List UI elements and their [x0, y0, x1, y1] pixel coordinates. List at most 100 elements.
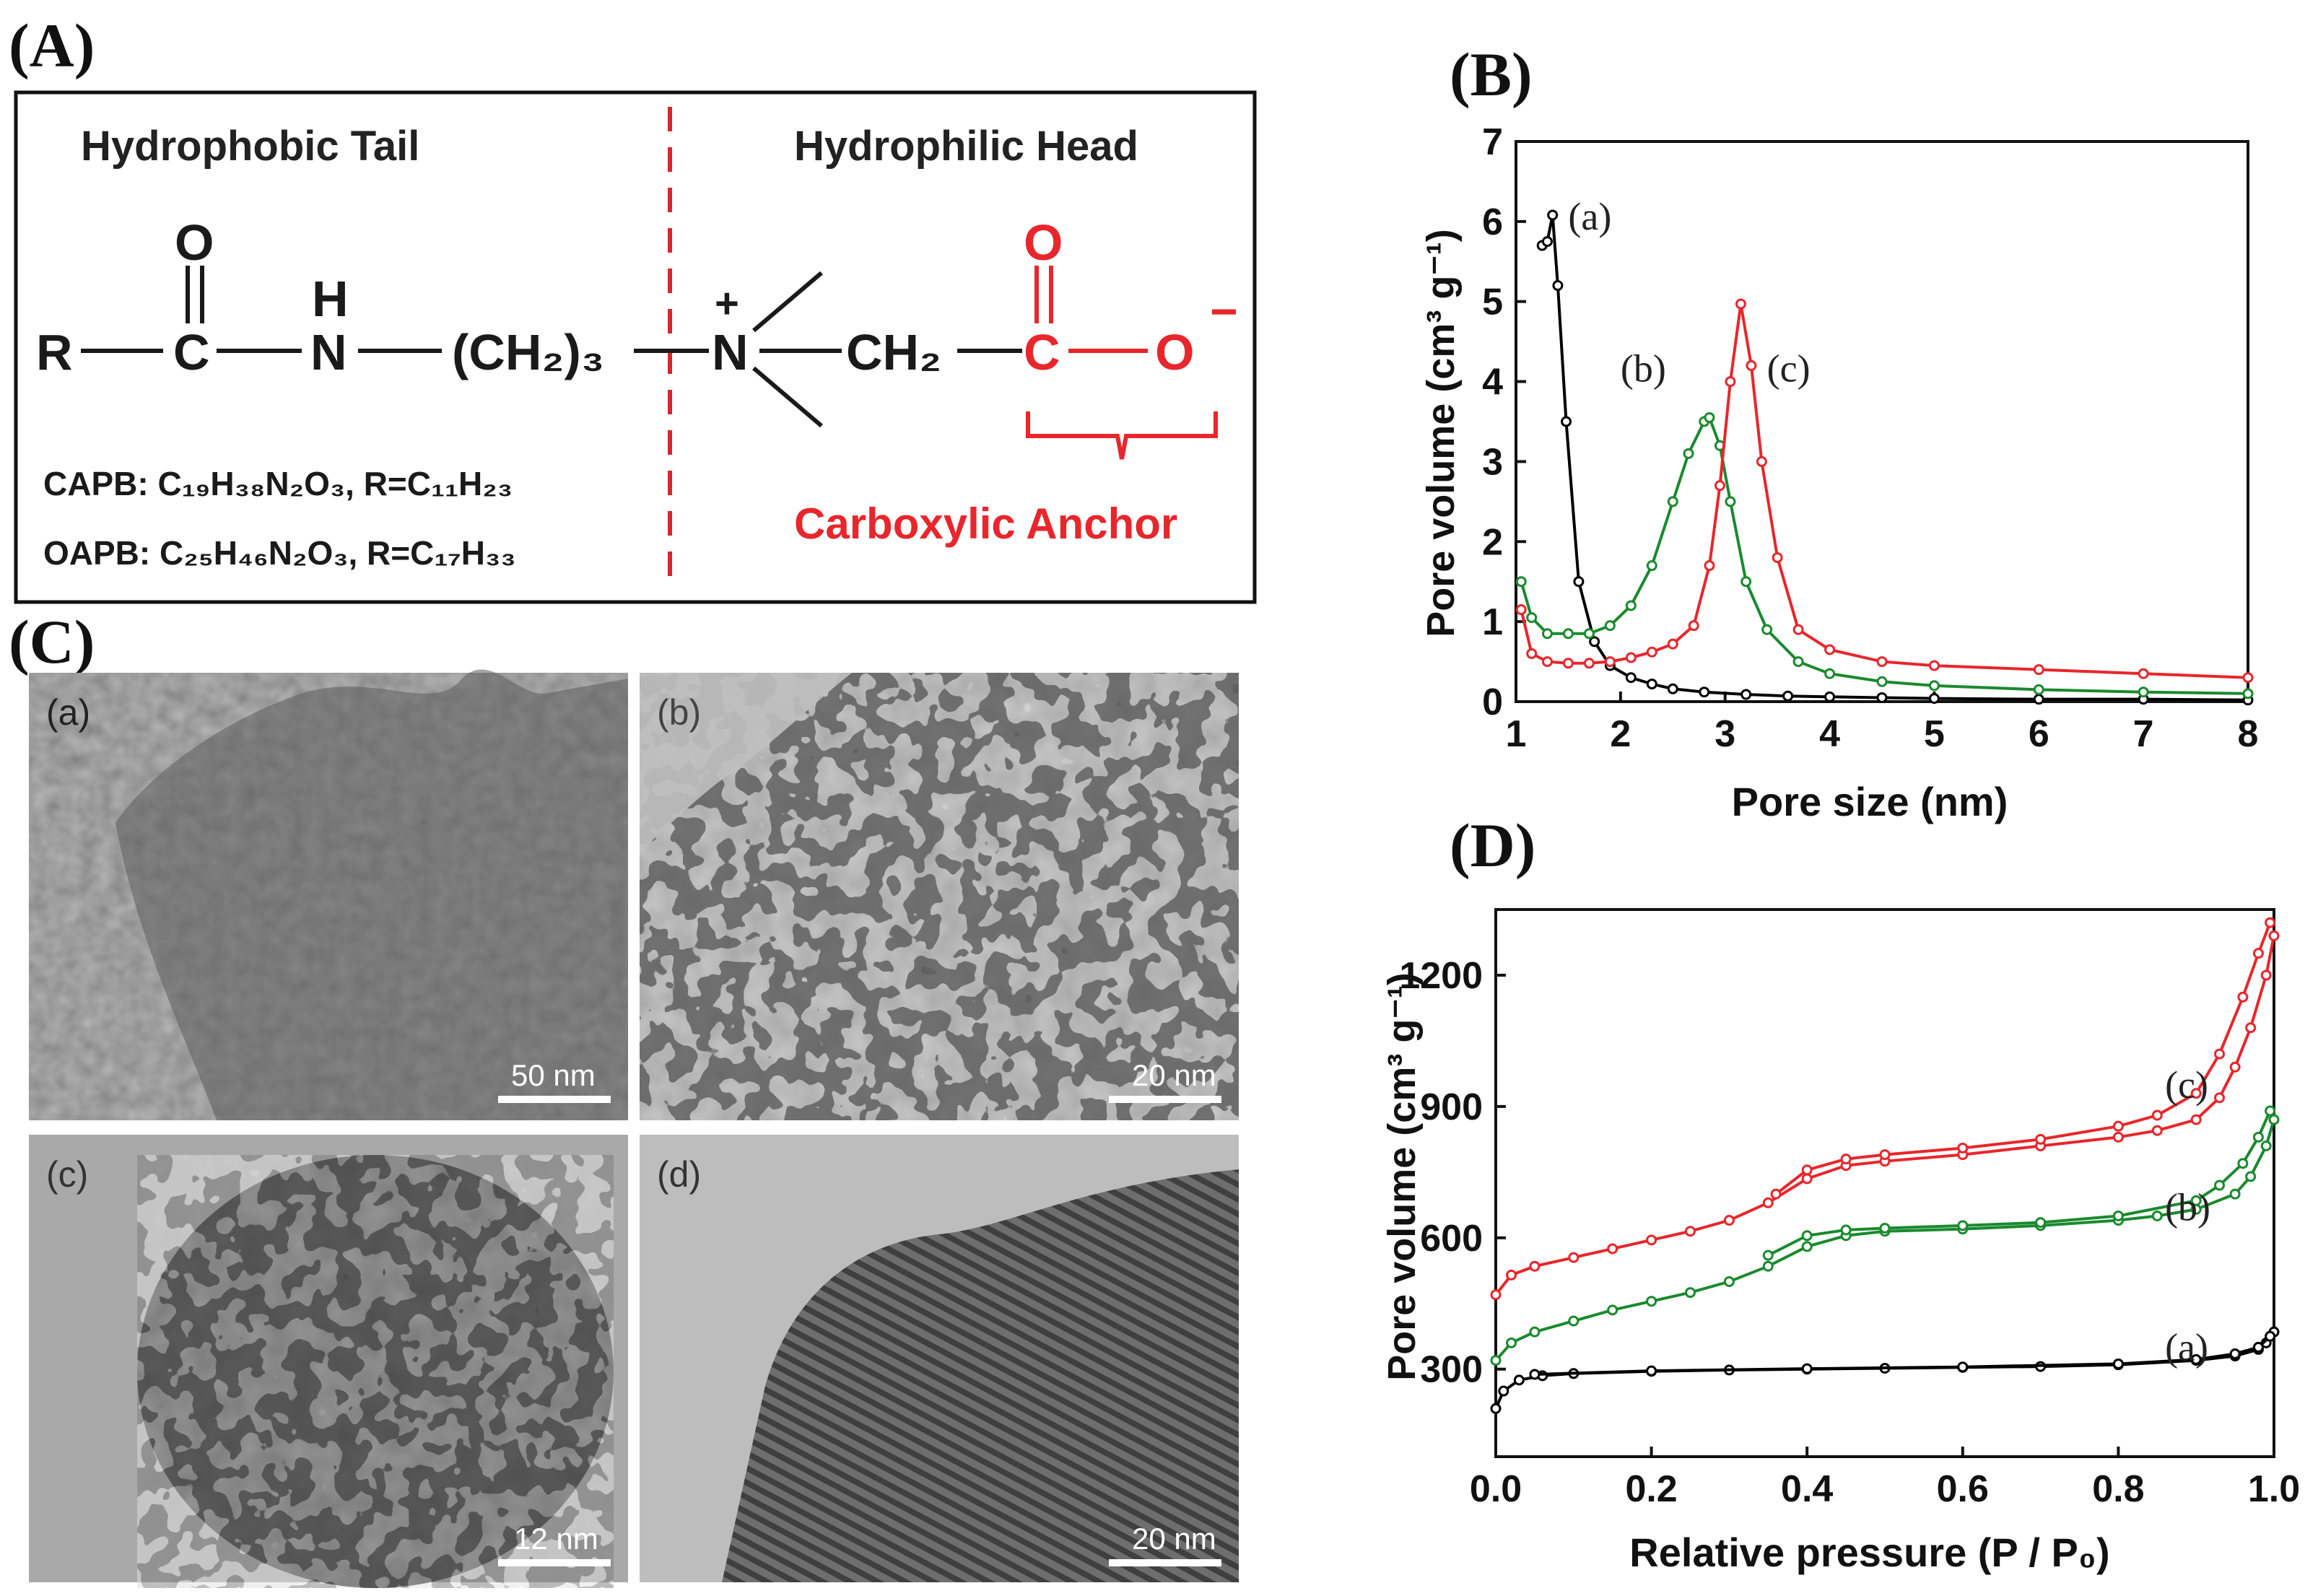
- y-tick-label: 2: [1482, 521, 1503, 563]
- data-point: [1957, 1142, 1969, 1154]
- x-tick-label: 0.4: [1781, 1468, 1833, 1510]
- data-point: [1725, 496, 1736, 507]
- data-point: [2252, 1131, 2264, 1143]
- data-point: [1824, 644, 1836, 655]
- data-point: [2190, 1353, 2202, 1365]
- tail-heading: Hydrophobic Tail: [81, 123, 419, 170]
- atom-r: R: [36, 324, 73, 380]
- data-point: [1515, 604, 1527, 616]
- data-point: [1646, 1365, 1657, 1377]
- x-tick-label: 1: [1506, 713, 1527, 755]
- data-point: [1646, 1296, 1657, 1307]
- data-point: [1646, 560, 1657, 572]
- atom-c2: C: [1024, 324, 1060, 380]
- data-point: [1801, 1363, 1813, 1374]
- data-point: [1876, 676, 1888, 687]
- data-point: [1562, 658, 1574, 669]
- data-point: [1506, 1269, 1517, 1281]
- series-label: (b): [2165, 1186, 2210, 1229]
- group-ch2-3: (CH₂)₃: [452, 324, 604, 380]
- data-point: [1583, 628, 1595, 640]
- panel-d-chart: (D) 0.0 0.2 0.4 0.6 0.8 1.0 300 600 900 1200 (a) (b…: [1380, 811, 2300, 1575]
- data-point: [1515, 576, 1527, 588]
- scale-text: 12 nm: [514, 1522, 598, 1556]
- data-point: [2033, 684, 2044, 695]
- tem-image-b: (b) 20 nm: [640, 673, 1239, 1120]
- data-point: [1685, 1226, 1696, 1237]
- data-point: [1529, 1369, 1541, 1380]
- data-point: [1607, 1243, 1618, 1255]
- panel-a-frame: [14, 90, 1257, 604]
- data-point: [1541, 628, 1553, 640]
- series-line: [1541, 214, 2249, 702]
- data-point: [2237, 991, 2249, 1003]
- data-point: [1683, 448, 1694, 459]
- tem-tag: (d): [657, 1154, 701, 1195]
- scale-text: 50 nm: [511, 1058, 596, 1092]
- y-tick-label: 3: [1482, 441, 1503, 483]
- series-label: (a): [1568, 195, 1611, 238]
- data-point: [2190, 1088, 2202, 1099]
- data-point: [1792, 656, 1804, 668]
- data-point: [1746, 359, 1757, 371]
- data-point: [1667, 638, 1678, 650]
- y-axis-label: Pore volume (cm³ g⁻¹): [1380, 972, 1424, 1381]
- series-line: [1534, 1335, 2271, 1376]
- data-point: [2265, 917, 2276, 928]
- data-point: [1607, 1304, 1618, 1316]
- plot-frame: [1494, 908, 2275, 1458]
- group-ch2: CH₂: [846, 324, 941, 380]
- data-point: [2190, 1114, 2202, 1125]
- head-heading: Hydrophilic Head: [794, 123, 1138, 170]
- data-point: [2245, 1022, 2257, 1034]
- atom-h: H: [312, 271, 349, 327]
- data-point: [1840, 1224, 1852, 1236]
- data-point: [2242, 688, 2254, 699]
- molecule-structure: R C O N H (CH₂)₃ N + CH₂ C O O −: [36, 214, 1238, 460]
- data-point: [1792, 624, 1804, 635]
- data-point: [1526, 612, 1538, 624]
- data-point: [1625, 652, 1637, 663]
- data-point: [1562, 628, 1574, 640]
- y-tick-label: 6: [1482, 201, 1503, 243]
- series-line: [1520, 415, 2249, 695]
- x-tick-label: 6: [2029, 713, 2049, 755]
- tem-image-c: (c) 12 nm: [29, 1135, 628, 1588]
- data-point: [1506, 1337, 1517, 1348]
- data-point: [2214, 1048, 2226, 1060]
- data-point: [2190, 1195, 2202, 1206]
- data-point: [1928, 693, 1940, 705]
- data-point: [1604, 620, 1616, 632]
- data-point: [1762, 1250, 1774, 1261]
- data-point: [1879, 1222, 1891, 1234]
- atom-o1: O: [175, 214, 214, 271]
- data-point: [1490, 1355, 1502, 1366]
- x-tick-label: 1.0: [2248, 1468, 2300, 1510]
- data-point: [1957, 1361, 1969, 1373]
- data-point: [1723, 1215, 1735, 1226]
- data-point: [1573, 576, 1585, 588]
- data-point: [1740, 689, 1752, 700]
- data-point: [1646, 679, 1657, 690]
- data-point: [1529, 1326, 1541, 1338]
- series-line: [1774, 922, 2272, 1195]
- data-point: [1704, 560, 1715, 572]
- data-point: [1490, 1289, 1502, 1301]
- data-point: [1824, 668, 1836, 679]
- data-point: [1762, 1197, 1774, 1208]
- scale-bar: [1109, 1096, 1221, 1103]
- atom-o2: O: [1024, 214, 1063, 271]
- data-point: [2245, 1171, 2257, 1182]
- data-point: [1801, 1230, 1813, 1242]
- x-tick-label: 0.2: [1625, 1468, 1677, 1510]
- data-point: [2112, 1131, 2124, 1143]
- data-point: [2035, 1133, 2047, 1145]
- capb-formula: CAPB: C₁₉H₃₈N₂O₃, R=C₁₁H₂₃: [43, 465, 513, 502]
- data-point: [1876, 692, 1888, 703]
- oapb-formula: OAPB: C₂₅H₄₆N₂O₃, R=C₁₇H₃₃: [43, 534, 516, 572]
- atom-n1: N: [310, 324, 347, 380]
- y-tick-label: 900: [1420, 1086, 1483, 1128]
- x-tick-label: 5: [1924, 713, 1945, 755]
- plot-frame: [1515, 140, 2249, 703]
